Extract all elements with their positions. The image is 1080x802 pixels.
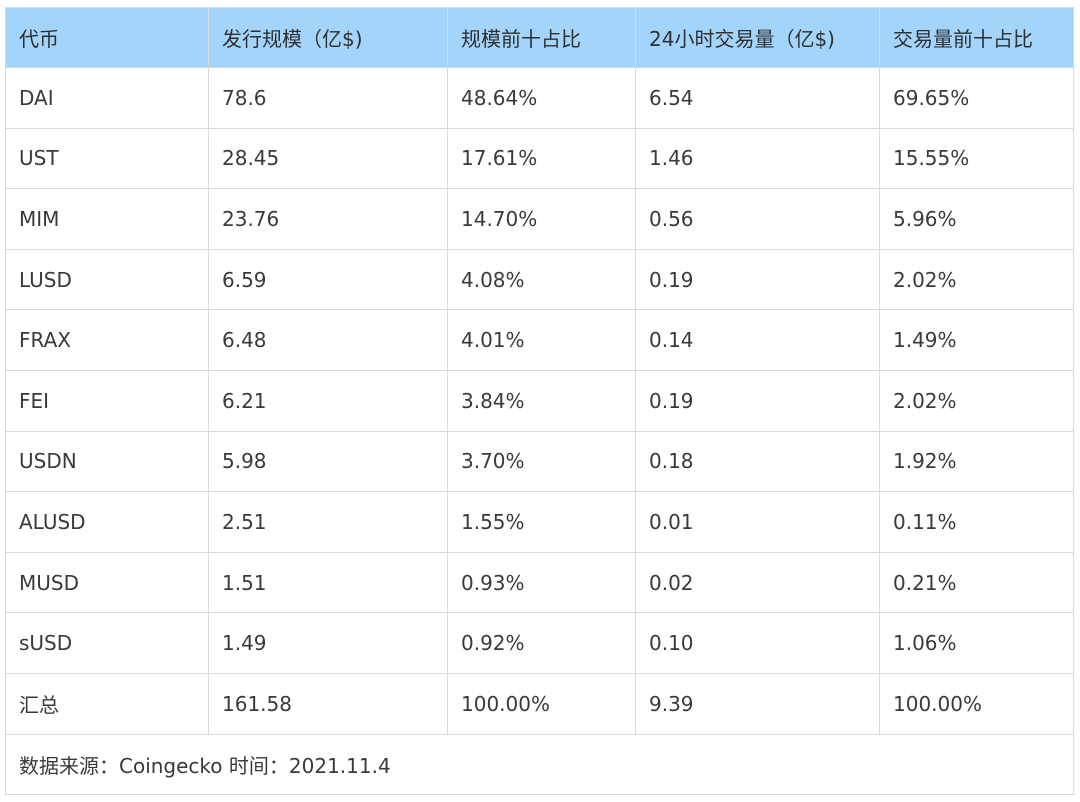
cell-24h-volume: 0.02	[635, 551, 880, 614]
header-issuance-share: 规模前十占比	[447, 7, 636, 68]
cell-token: UST	[5, 127, 209, 190]
cell-volume-share: 2.02%	[879, 248, 1074, 311]
table-row: ALUSD 2.51 1.55% 0.01 0.11%	[5, 491, 1074, 553]
cell-24h-volume: 1.46	[635, 127, 880, 190]
cell-24h-volume: 0.18	[635, 430, 880, 493]
table-row: DAI 78.6 48.64% 6.54 69.65%	[5, 67, 1074, 129]
table-row: FEI 6.21 3.84% 0.19 2.02%	[5, 369, 1074, 432]
cell-token: LUSD	[5, 248, 209, 311]
cell-24h-volume: 0.10	[635, 612, 880, 674]
cell-volume-share: 5.96%	[879, 188, 1074, 250]
cell-token: MIM	[5, 188, 209, 250]
header-24h-volume: 24小时交易量（亿$)	[635, 7, 880, 68]
cell-token: ALUSD	[5, 491, 209, 553]
cell-issuance-share: 0.93%	[447, 551, 636, 614]
cell-volume-share: 69.65%	[879, 67, 1074, 129]
cell-issuance-share: 4.08%	[447, 248, 636, 311]
cell-token: DAI	[5, 67, 209, 129]
cell-token: FEI	[5, 369, 209, 432]
cell-24h-volume: 6.54	[635, 67, 880, 129]
cell-token: 汇总	[5, 672, 209, 735]
stablecoin-table-container: 代币 发行规模（亿$) 规模前十占比 24小时交易量（亿$) 交易量前十占比 D…	[5, 7, 1074, 795]
table-header: 代币 发行规模（亿$) 规模前十占比 24小时交易量（亿$) 交易量前十占比	[5, 7, 1074, 68]
cell-issuance-share: 3.70%	[447, 430, 636, 493]
cell-issuance-share: 14.70%	[447, 188, 636, 250]
cell-volume-share: 1.49%	[879, 309, 1074, 371]
source-footnote: 数据来源：Coingecko 时间：2021.11.4	[5, 733, 1074, 795]
cell-issuance-share: 1.55%	[447, 491, 636, 553]
cell-issuance: 1.49	[208, 612, 448, 674]
cell-24h-volume: 0.01	[635, 491, 880, 553]
cell-issuance: 6.59	[208, 248, 448, 311]
cell-24h-volume: 0.56	[635, 188, 880, 250]
cell-volume-share: 2.02%	[879, 369, 1074, 432]
cell-volume-share: 1.06%	[879, 612, 1074, 674]
cell-issuance-share: 17.61%	[447, 127, 636, 190]
table-body: DAI 78.6 48.64% 6.54 69.65% UST 28.45 17…	[5, 67, 1074, 735]
cell-issuance: 1.51	[208, 551, 448, 614]
table-row: LUSD 6.59 4.08% 0.19 2.02%	[5, 248, 1074, 311]
cell-volume-share: 100.00%	[879, 672, 1074, 735]
cell-volume-share: 15.55%	[879, 127, 1074, 190]
cell-issuance-share: 3.84%	[447, 369, 636, 432]
total-row: 汇总 161.58 100.00% 9.39 100.00%	[5, 672, 1074, 735]
cell-token: sUSD	[5, 612, 209, 674]
cell-24h-volume: 9.39	[635, 672, 880, 735]
cell-issuance: 2.51	[208, 491, 448, 553]
cell-24h-volume: 0.14	[635, 309, 880, 371]
cell-token: FRAX	[5, 309, 209, 371]
table-row: sUSD 1.49 0.92% 0.10 1.06%	[5, 612, 1074, 674]
cell-issuance: 28.45	[208, 127, 448, 190]
header-issuance: 发行规模（亿$)	[208, 7, 448, 68]
table-row: MIM 23.76 14.70% 0.56 5.96%	[5, 188, 1074, 250]
cell-24h-volume: 0.19	[635, 248, 880, 311]
table-row: UST 28.45 17.61% 1.46 15.55%	[5, 127, 1074, 190]
table-row: FRAX 6.48 4.01% 0.14 1.49%	[5, 309, 1074, 371]
header-volume-share: 交易量前十占比	[879, 7, 1074, 68]
footnote-row: 数据来源：Coingecko 时间：2021.11.4	[5, 733, 1074, 795]
cell-volume-share: 1.92%	[879, 430, 1074, 493]
table-row: MUSD 1.51 0.93% 0.02 0.21%	[5, 551, 1074, 614]
header-token: 代币	[5, 7, 209, 68]
cell-issuance-share: 0.92%	[447, 612, 636, 674]
cell-issuance: 161.58	[208, 672, 448, 735]
cell-issuance: 6.48	[208, 309, 448, 371]
cell-token: USDN	[5, 430, 209, 493]
cell-issuance: 5.98	[208, 430, 448, 493]
cell-24h-volume: 0.19	[635, 369, 880, 432]
table-footer: 数据来源：Coingecko 时间：2021.11.4	[5, 733, 1074, 795]
stablecoin-table: 代币 发行规模（亿$) 规模前十占比 24小时交易量（亿$) 交易量前十占比 D…	[5, 7, 1074, 795]
table-row: USDN 5.98 3.70% 0.18 1.92%	[5, 430, 1074, 493]
cell-volume-share: 0.11%	[879, 491, 1074, 553]
cell-volume-share: 0.21%	[879, 551, 1074, 614]
cell-issuance: 6.21	[208, 369, 448, 432]
cell-issuance: 23.76	[208, 188, 448, 250]
cell-issuance-share: 4.01%	[447, 309, 636, 371]
header-row: 代币 发行规模（亿$) 规模前十占比 24小时交易量（亿$) 交易量前十占比	[5, 7, 1074, 68]
cell-issuance-share: 48.64%	[447, 67, 636, 129]
cell-issuance-share: 100.00%	[447, 672, 636, 735]
cell-issuance: 78.6	[208, 67, 448, 129]
cell-token: MUSD	[5, 551, 209, 614]
